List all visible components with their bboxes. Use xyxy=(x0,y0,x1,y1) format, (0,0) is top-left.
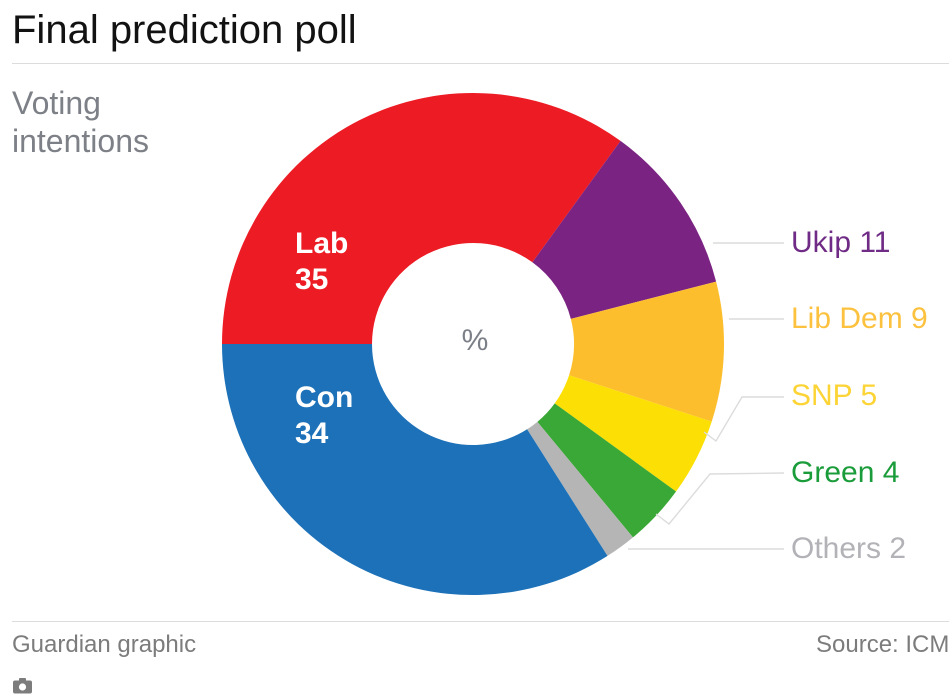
leader-line-green xyxy=(655,472,785,525)
slice-lib-dem xyxy=(569,281,725,422)
slice-ukip xyxy=(532,140,717,319)
inside-label-value-con: 34 xyxy=(295,417,329,450)
legend-label-green: Green 4 xyxy=(791,456,900,489)
slice-green xyxy=(537,403,677,538)
inside-label-name-lab: Lab xyxy=(295,227,349,260)
slice-others xyxy=(527,421,633,556)
center-percent-label: % xyxy=(461,324,489,357)
chart-subtitle: Voting intentions xyxy=(12,85,149,159)
inside-label-lab: Lab 35 xyxy=(295,226,348,298)
inside-label-con: Con 34 xyxy=(295,380,353,452)
page-title: Final prediction poll xyxy=(12,8,357,52)
legend-label-lib-dem: Lib Dem 9 xyxy=(791,302,928,335)
slice-lab xyxy=(222,92,621,344)
leader-line-snp xyxy=(703,396,784,443)
footer-divider xyxy=(12,621,949,622)
camera-icon xyxy=(13,678,32,694)
slice-snp xyxy=(554,375,712,492)
slice-con xyxy=(222,344,608,595)
legend-label-others: Others 2 xyxy=(791,532,907,565)
source-label: Source: ICM xyxy=(816,631,949,658)
title-divider xyxy=(12,63,949,64)
inside-label-name-con: Con xyxy=(295,381,354,414)
legend-label-ukip: Ukip 11 xyxy=(791,226,891,259)
inside-label-value-lab: 35 xyxy=(295,263,329,296)
credit-label: Guardian graphic xyxy=(12,631,197,658)
legend-label-snp: SNP 5 xyxy=(791,379,878,412)
